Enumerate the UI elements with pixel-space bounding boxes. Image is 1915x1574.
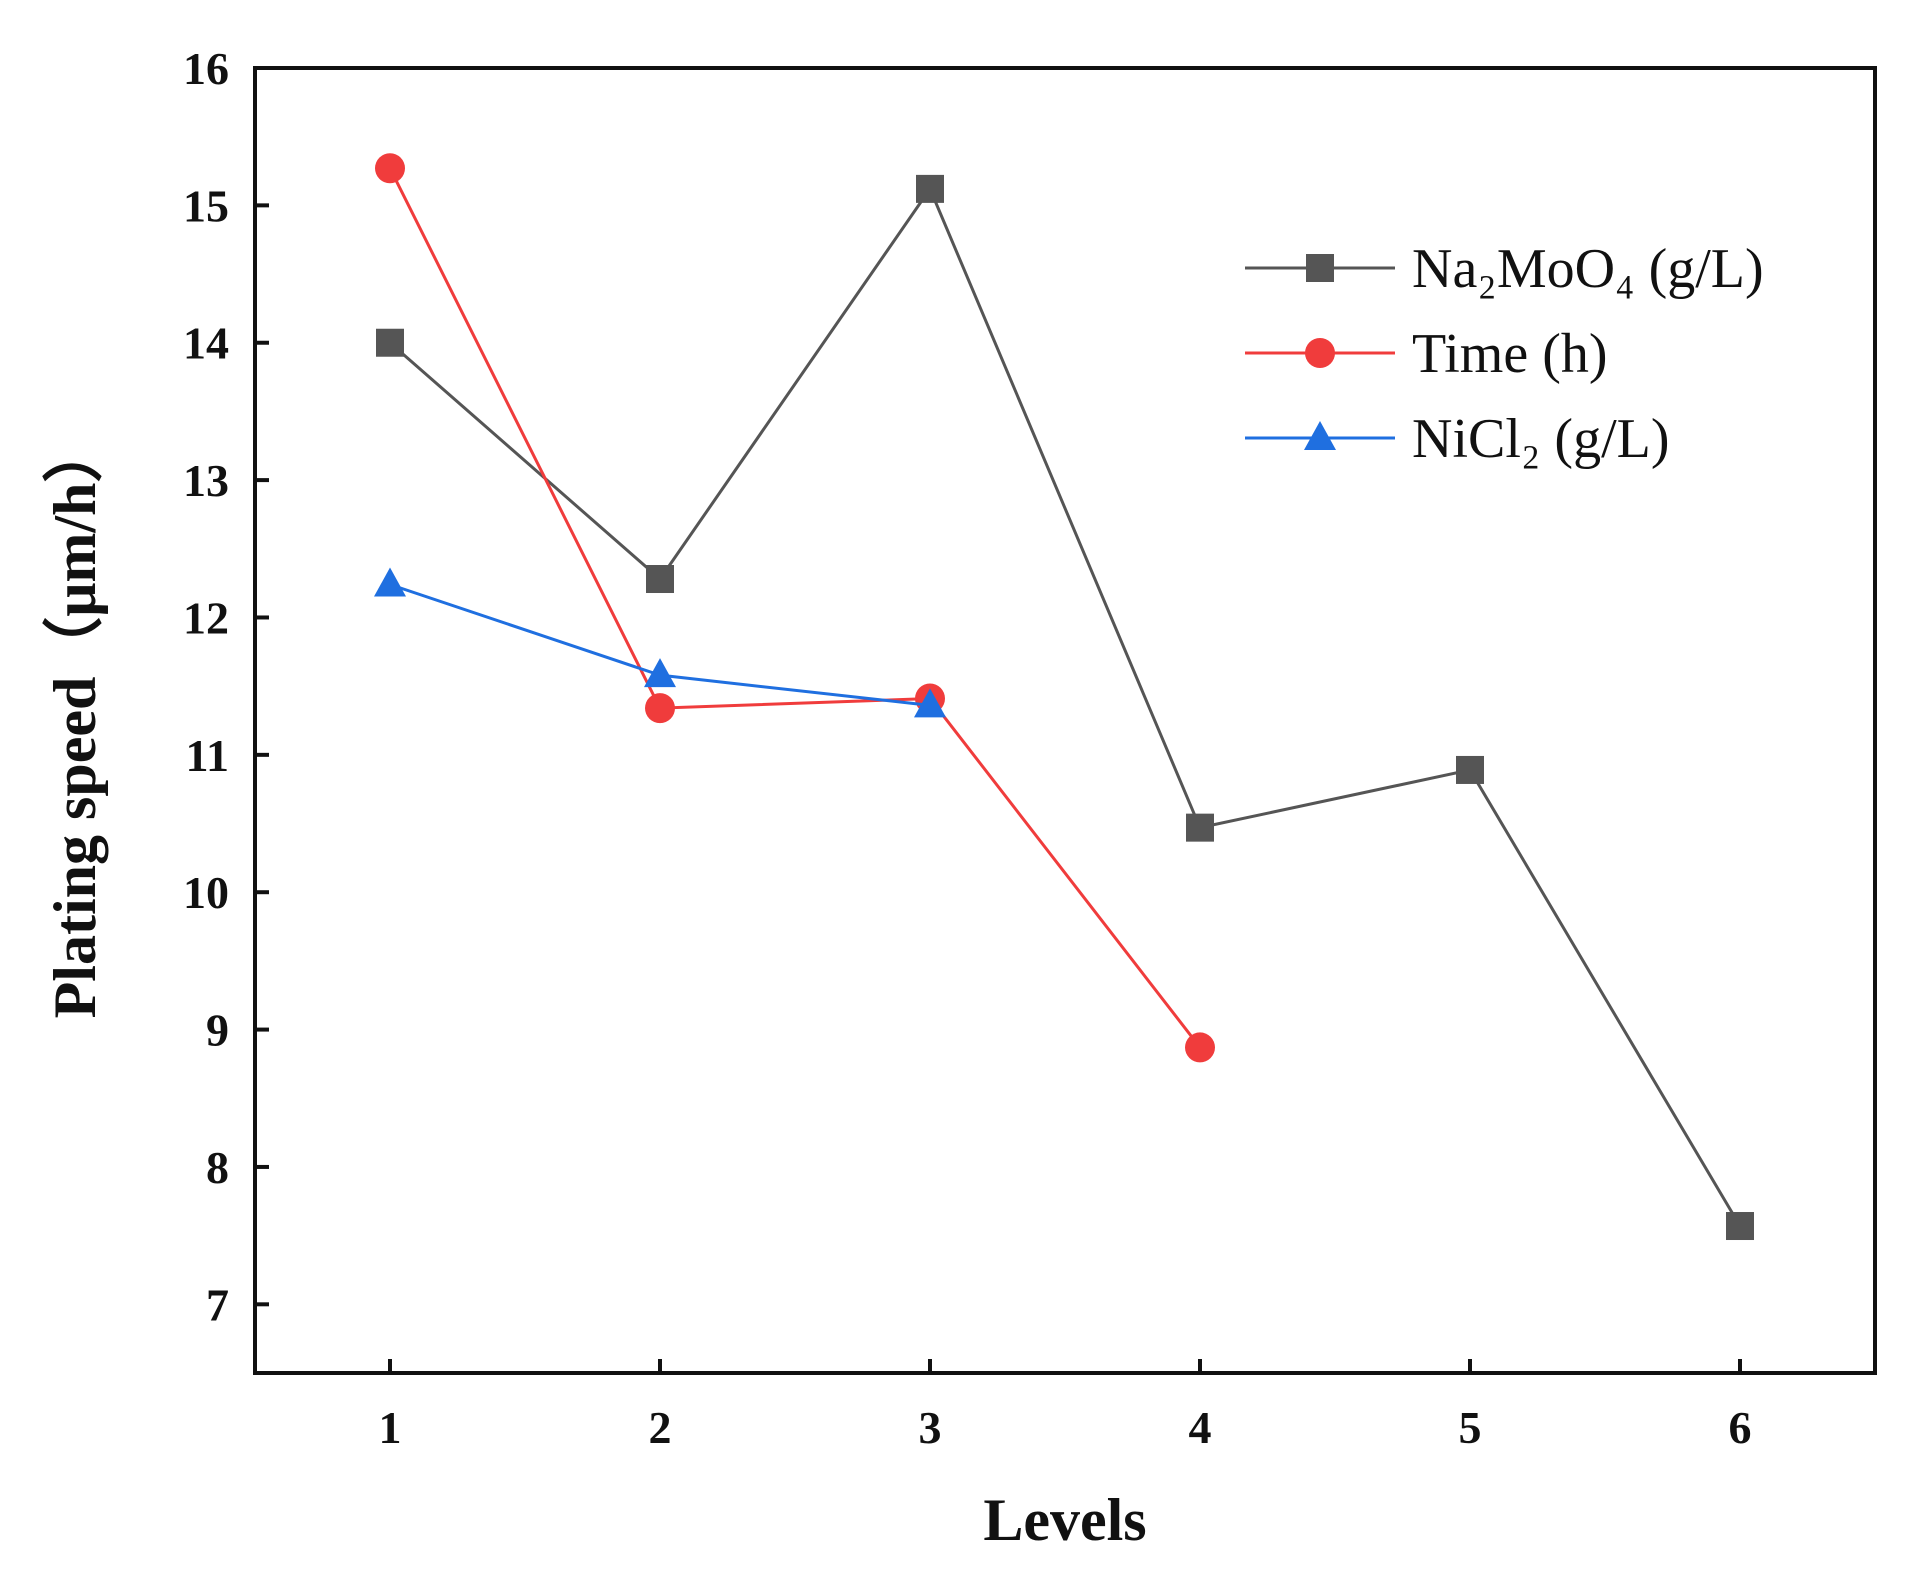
legend-label: Na₂MoO₄ (g/L) — [1412, 238, 1764, 300]
y-tick-label: 10 — [183, 867, 229, 918]
data-point — [646, 565, 674, 594]
x-axis-title: Levels — [983, 1487, 1146, 1553]
series-1 — [375, 153, 1215, 1063]
data-point — [1186, 813, 1214, 842]
legend-marker — [1304, 421, 1336, 450]
y-axis-title: Plating speed（μm/h） — [41, 423, 108, 1019]
data-point — [375, 153, 405, 184]
y-tick-label: 12 — [183, 592, 229, 643]
data-point — [914, 688, 946, 718]
y-tick-label: 9 — [206, 1005, 229, 1056]
data-point — [644, 658, 676, 688]
legend-label: NiCl₂ (g/L) — [1412, 408, 1670, 470]
x-tick-label: 1 — [379, 1402, 402, 1453]
x-tick-label: 2 — [649, 1402, 672, 1453]
legend-label: Time (h) — [1412, 323, 1608, 385]
legend-marker — [1306, 254, 1334, 282]
data-point — [1456, 755, 1484, 784]
plot-area — [253, 66, 1877, 1375]
legend: Na₂MoO₄ (g/L) Time (h) NiCl₂ (g/L) — [1245, 238, 1764, 470]
data-point — [374, 567, 406, 597]
series-2 — [374, 567, 946, 718]
y-tick-label: 15 — [183, 180, 229, 231]
legend-marker — [1305, 338, 1335, 368]
series-line — [389, 583, 931, 707]
y-tick-label: 7 — [206, 1279, 229, 1330]
data-point — [1185, 1032, 1215, 1063]
series-line — [389, 185, 1742, 1227]
y-axis: 7 8 9 10 11 12 13 14 15 16 — [183, 43, 269, 1330]
y-tick-label: 8 — [206, 1142, 229, 1193]
x-axis: 1 2 3 4 5 6 — [379, 1359, 1752, 1453]
x-tick-label: 6 — [1729, 1402, 1752, 1453]
series-0 — [376, 174, 1754, 1241]
x-tick-label: 5 — [1459, 1402, 1482, 1453]
series-line — [388, 167, 1202, 1049]
y-tick-label: 11 — [186, 730, 229, 781]
data-point — [916, 174, 944, 203]
y-tick-label: 16 — [183, 43, 229, 94]
x-tick-label: 4 — [1189, 1402, 1212, 1453]
data-point — [645, 693, 675, 724]
legend-item: Na₂MoO₄ (g/L) — [1245, 238, 1764, 300]
data-point — [1726, 1212, 1754, 1241]
y-tick-label: 14 — [183, 318, 229, 369]
series-layer — [374, 153, 1754, 1241]
legend-item: NiCl₂ (g/L) — [1245, 408, 1670, 470]
x-tick-label: 3 — [919, 1402, 942, 1453]
data-point — [376, 328, 404, 357]
y-tick-label: 13 — [183, 455, 229, 506]
legend-item: Time (h) — [1245, 323, 1608, 385]
